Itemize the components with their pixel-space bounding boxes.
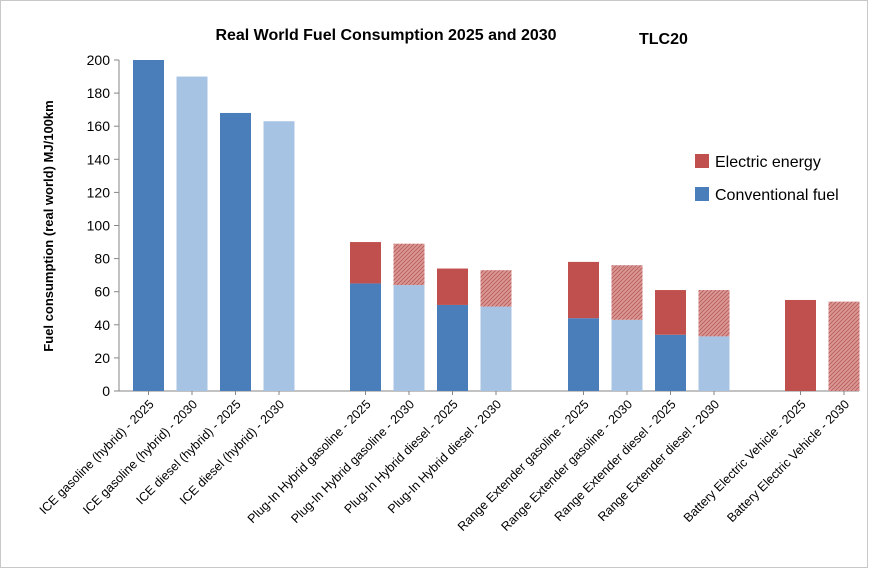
bar-conventional-fuel: [263, 121, 295, 392]
y-tick-label: 20: [94, 350, 110, 366]
bar-conventional-fuel: [568, 318, 599, 391]
bar-conventional-fuel: [611, 319, 643, 391]
y-tick-label: 40: [94, 317, 110, 333]
legend-swatch: [695, 154, 709, 168]
bar-electric-energy: [437, 268, 468, 305]
bar-conventional-fuel: [393, 285, 425, 391]
y-tick-label: 120: [87, 184, 111, 200]
legend-label: Electric energy: [715, 154, 821, 171]
bar-conventional-fuel: [133, 60, 164, 391]
legend-swatch: [695, 187, 709, 201]
bar-electric-energy: [828, 301, 860, 391]
bar-electric-energy: [350, 242, 381, 284]
y-tick-label: 0: [102, 383, 110, 399]
y-axis-label: Fuel consumption (real world) MJ/100km: [41, 100, 56, 351]
bar-electric-energy: [785, 299, 816, 391]
y-tick-label: 140: [87, 151, 111, 167]
bar-conventional-fuel: [220, 112, 251, 392]
bar-conventional-fuel: [698, 336, 730, 391]
bar-electric-energy: [698, 290, 730, 337]
bar-electric-energy: [655, 290, 686, 335]
bar-conventional-fuel: [655, 334, 686, 391]
y-tick-label: 200: [87, 52, 111, 68]
chart-subtitle: TLC20: [639, 31, 688, 48]
y-tick-label: 180: [87, 85, 111, 101]
legend: Electric energy Conventional fuel: [695, 154, 839, 204]
bar-conventional-fuel: [437, 304, 468, 391]
bar-conventional-fuel: [480, 306, 512, 391]
y-tick-label: 60: [94, 284, 110, 300]
bar-electric-energy: [480, 270, 512, 307]
bar-electric-energy: [611, 265, 643, 320]
y-tick-label: 160: [87, 118, 111, 134]
bar-conventional-fuel: [350, 283, 381, 391]
legend-label: Conventional fuel: [715, 187, 839, 204]
y-tick-label: 80: [94, 251, 110, 267]
bar-electric-energy: [393, 243, 425, 286]
bar-conventional-fuel: [176, 76, 208, 392]
y-tick-label: 100: [87, 218, 111, 234]
bar-electric-energy: [568, 261, 599, 319]
chart-title: Real World Fuel Consumption 2025 and 203…: [215, 27, 556, 44]
